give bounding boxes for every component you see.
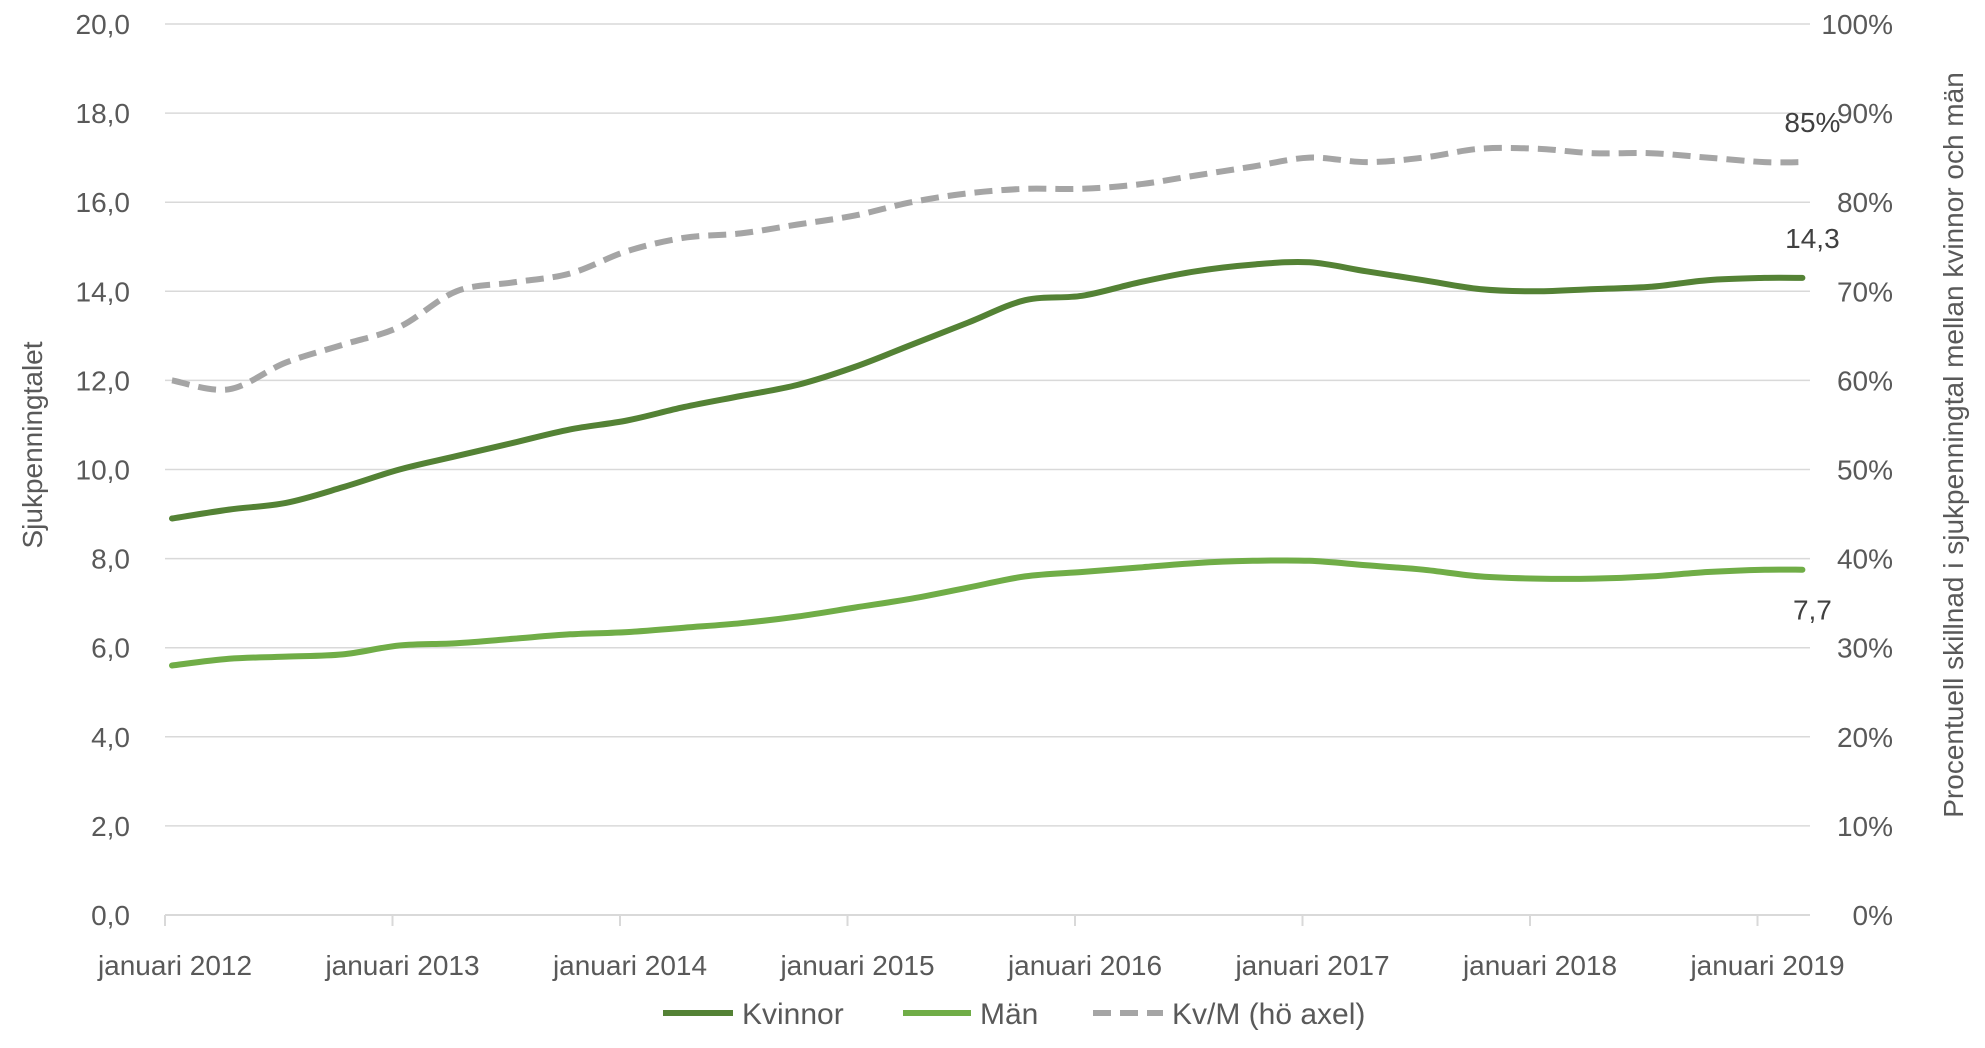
- y2-tick-label: 100%: [1821, 9, 1893, 40]
- x-tick-label: januari 2014: [552, 950, 707, 981]
- x-axis: januari 2012 januari 2013 januari 2014 janu…: [97, 914, 1845, 981]
- legend: Kvinnor Män Kv/M (hö axel): [663, 998, 1365, 1031]
- y-tick-label: 14,0: [76, 276, 131, 307]
- y-tick-label: 8,0: [91, 544, 130, 575]
- series-lines: [169, 144, 1806, 669]
- y-tick-label: 18,0: [76, 98, 131, 129]
- y-tick-label: 12,0: [76, 365, 131, 396]
- y2-tick-label: 70%: [1837, 276, 1893, 307]
- end-label: 14,3: [1785, 223, 1840, 254]
- series-line-2: [171, 144, 1803, 393]
- y2-tick-label: 80%: [1837, 187, 1893, 218]
- y2-tick-label: 30%: [1837, 633, 1893, 664]
- x-tick-label: januari 2013: [324, 950, 479, 981]
- y-tick-label: 6,0: [91, 633, 130, 664]
- y-axis-right: 0% 10% 20% 30% 40% 50% 60% 70% 80% 90% 100%: [1821, 9, 1893, 931]
- y-tick-label: 20,0: [76, 9, 131, 40]
- y2-tick-label: 0%: [1853, 900, 1893, 931]
- y-tick-label: 0,0: [91, 900, 130, 931]
- y2-tick-label: 40%: [1837, 544, 1893, 575]
- end-label: 85%: [1784, 107, 1840, 138]
- y-tick-label: 4,0: [91, 722, 130, 753]
- series-line-1: [169, 557, 1806, 669]
- y-tick-label: 10,0: [76, 455, 131, 486]
- x-tick-label: januari 2019: [1689, 950, 1844, 981]
- x-tick-label: januari 2012: [97, 950, 252, 981]
- x-tick-label: januari 2016: [1007, 950, 1162, 981]
- y-axis-left-title: Sjukpenningtalet: [17, 341, 48, 548]
- gridlines: [165, 23, 1810, 916]
- y2-tick-label: 90%: [1837, 98, 1893, 129]
- series-line-0: [169, 258, 1806, 522]
- y-axis-right-title: Procentuell skillnad i sjukpenningtal me…: [1938, 72, 1969, 818]
- y2-tick-label: 50%: [1837, 455, 1893, 486]
- x-tick-label: januari 2018: [1462, 950, 1617, 981]
- y-tick-label: 2,0: [91, 811, 130, 842]
- x-tick-label: januari 2015: [779, 950, 934, 981]
- legend-label: Män: [980, 998, 1038, 1031]
- end-labels: 14,3 7,7 85%: [1784, 107, 1840, 626]
- legend-label: Kv/M (hö axel): [1172, 998, 1365, 1031]
- x-tick-label: januari 2017: [1234, 950, 1389, 981]
- y-tick-label: 16,0: [76, 187, 131, 218]
- legend-label: Kvinnor: [742, 998, 844, 1031]
- y-axis-left: 0,0 2,0 4,0 6,0 8,0 10,0 12,0 14,0 16,0 18,0 20,0: [76, 9, 131, 931]
- y2-tick-label: 60%: [1837, 365, 1893, 396]
- y2-tick-label: 10%: [1837, 811, 1893, 842]
- y2-tick-label: 20%: [1837, 722, 1893, 753]
- end-label: 7,7: [1793, 595, 1832, 626]
